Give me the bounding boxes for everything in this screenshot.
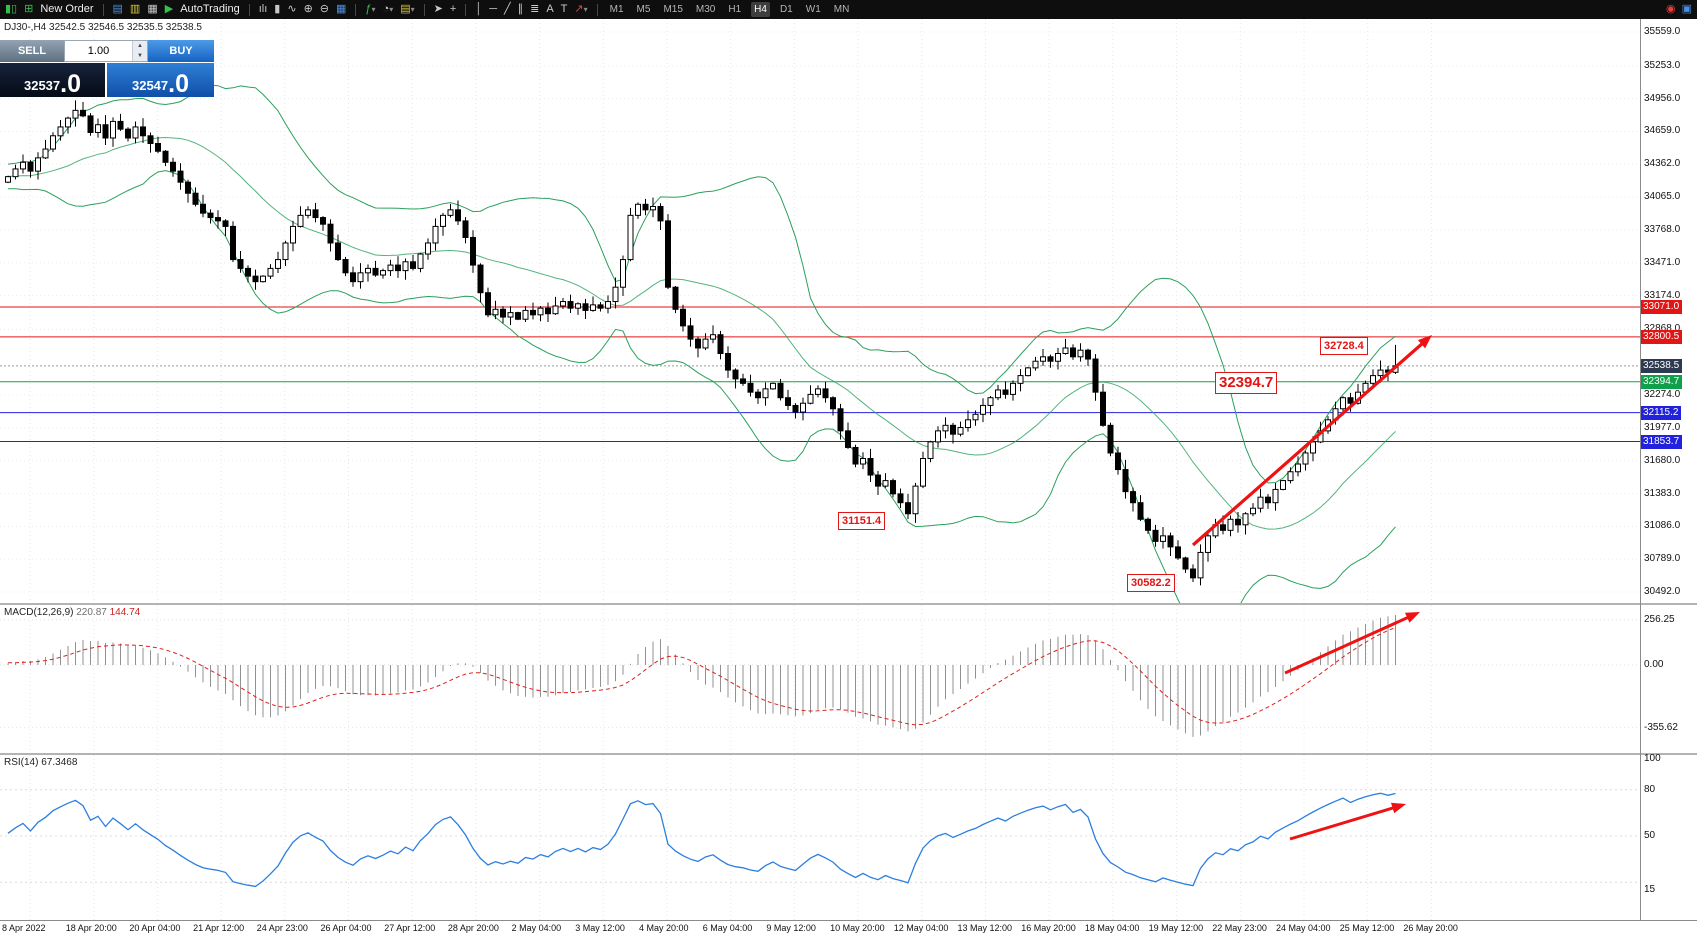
label-tool-icon[interactable]: T [560,3,568,15]
rsi-value: 67.3468 [41,757,78,768]
periods-icon[interactable]: ◔▾ [382,3,394,15]
macd-value: 220.87 [76,607,107,618]
spin-down-icon[interactable]: ▼ [133,51,147,61]
sell-price-pips: .0 [60,70,81,98]
price-axis: 35559.0 35253.0 34956.0 34659.0 34362.0 34065… [1640,19,1697,603]
rsi-axis: 100 80 50 15 [1644,753,1661,895]
volume-box: ▲▼ [64,40,148,62]
timeframe-w1[interactable]: W1 [805,4,821,15]
trendline-icon[interactable]: ╱ [503,3,511,15]
autotrading-button[interactable]: AutoTrading [180,3,240,15]
macd-name: MACD(12,26,9) [4,607,74,618]
annotation-recent-high[interactable]: 32728.4 [1320,337,1368,355]
market-watch-icon[interactable]: ▤ [112,3,123,15]
axis-separator [1640,19,1641,920]
navigator-icon[interactable]: ▦ [147,3,158,15]
macd-chart[interactable] [0,605,1640,753]
templates-icon[interactable]: ▤▾ [400,3,415,15]
macd-signal-value: 144.74 [109,607,141,618]
one-click-trading-panel: SELL ▲▼ BUY 32537.0 32547.0 [0,40,214,97]
buy-price-main: 32547 [131,78,169,93]
docs-icon[interactable]: ▣ [1681,3,1692,15]
buy-price-pips: .0 [168,70,189,98]
indicators-icon[interactable]: ƒ▾ [365,3,376,15]
data-window-icon[interactable]: ▥ [129,3,141,15]
new-order-icon[interactable]: ⊞ [24,3,34,15]
annotation-swing-low[interactable]: 31151.4 [838,512,886,530]
volume-input[interactable] [65,41,132,61]
zoom-in-icon[interactable]: ⊕ [303,3,313,15]
symbol-period: DJ30-,H4 [4,22,47,33]
timeframe-d1[interactable]: D1 [779,4,793,15]
rsi-name: RSI(14) [4,757,39,768]
line-chart-icon[interactable]: ∿ [287,3,297,15]
sell-price[interactable]: 32537.0 [0,63,105,97]
timeframe-m15[interactable]: M15 [663,4,683,15]
tile-windows-icon[interactable]: ▦ [336,3,347,15]
macd-panel: MACD(12,26,9) 220.87 144.74 256.25 0.00 -3… [0,603,1697,753]
toolbar-separator [465,3,467,16]
cursor-icon[interactable]: ➤ [433,3,443,15]
toolbar-separator [248,3,250,16]
volume-spinner[interactable]: ▲ ▼ [132,41,147,61]
timeframe-m30[interactable]: M30 [695,4,716,15]
bar-chart-icon[interactable]: ılı [258,3,268,15]
timeframe-m5[interactable]: M5 [636,4,651,15]
toolbar-separator [423,3,425,16]
buy-price[interactable]: 32547.0 [107,63,214,97]
text-tool-icon[interactable]: A [546,3,554,15]
toolbar-separator [355,3,357,16]
timeframe-h4[interactable]: H4 [751,2,770,17]
macd-axis: 256.25 0.00 -355.62 [1644,613,1678,733]
annotation-major-low[interactable]: 30582.2 [1127,574,1175,592]
spin-up-icon[interactable]: ▲ [133,41,147,51]
timeframe-h1[interactable]: H1 [728,4,742,15]
channel-icon[interactable]: ∥ [517,3,524,15]
rsi-panel: RSI(14) 67.3468 100 80 50 15 [0,753,1697,920]
zoom-out-icon[interactable]: ⊖ [319,3,330,15]
toolbar: ▮▯ ⊞ New Order ▤ ▥ ▦ ▶ AutoTrading ılı ▮… [0,0,1697,19]
candlestick-chart-icon[interactable]: ▮ [274,3,281,15]
crosshair-icon[interactable]: + [449,3,457,15]
rsi-chart[interactable] [0,755,1640,920]
time-axis[interactable]: 8 Apr 2022 18 Apr 20:00 20 Apr 04:00 21 Apr… [0,920,1697,934]
horizontal-line-icon[interactable]: ─ [489,3,497,15]
chart-symbol-info: DJ30-,H4 32542.5 32546.5 32535.5 32538.5 [4,22,202,33]
new-order-button[interactable]: New Order [40,3,94,15]
price-chart[interactable] [0,19,1640,603]
macd-label: MACD(12,26,9) 220.87 144.74 [4,607,140,618]
timeframe-mn[interactable]: MN [833,4,850,15]
ohlc-values: 32542.5 32546.5 32535.5 32538.5 [49,22,202,33]
toolbar-separator [596,3,598,16]
timeframe-m1[interactable]: M1 [609,4,624,15]
help-icon[interactable]: ◉ [1665,3,1676,15]
rsi-label: RSI(14) 67.3468 [4,757,77,768]
sell-button[interactable]: SELL [0,40,64,62]
sell-price-main: 32537 [23,78,61,93]
annotation-level[interactable]: 32394.7 [1215,372,1278,394]
main-chart-panel: DJ30-,H4 32542.5 32546.5 32535.5 32538.5… [0,19,1697,603]
autotrading-icon[interactable]: ▶ [164,3,174,15]
buy-button[interactable]: BUY [148,40,214,62]
arrows-tool-icon[interactable]: ↗▾ [574,3,588,15]
vertical-line-icon[interactable]: │ [475,3,483,15]
app-chart-icon: ▮▯ [5,3,18,15]
toolbar-separator [102,3,104,16]
fibonacci-icon[interactable]: ≣ [530,3,540,15]
